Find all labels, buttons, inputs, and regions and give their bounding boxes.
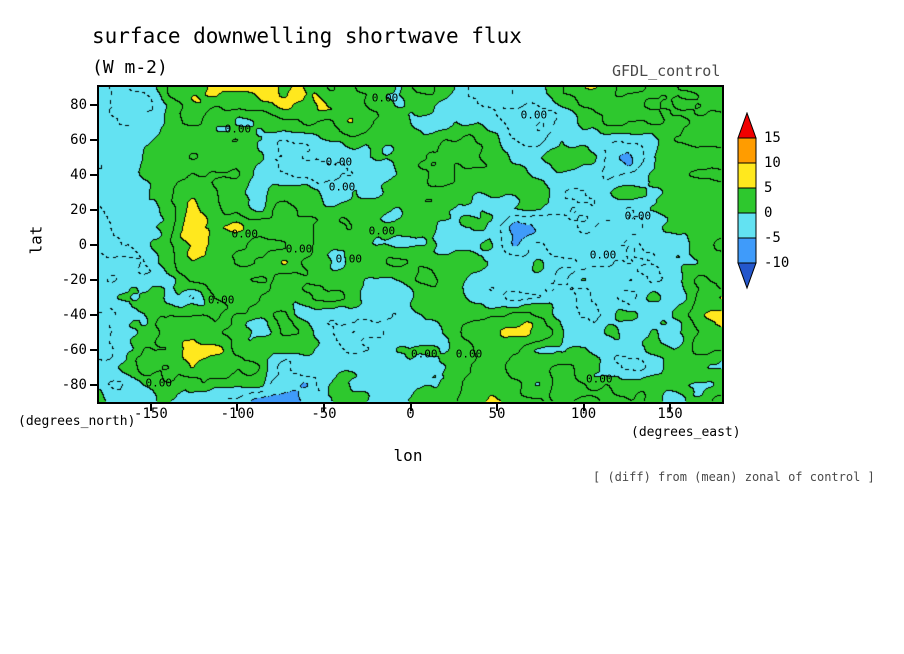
y-tick-label: -40 (61, 306, 87, 323)
units-label: (W m-2) (92, 57, 168, 78)
y-tick-label: 0 (78, 236, 87, 253)
colorbar: -10 -5 0 5 10 15 (737, 111, 807, 292)
colorbar-level-label: 0 (764, 205, 773, 221)
footnote: [ (diff) from (mean) zonal of control ] (593, 470, 875, 484)
x-tick-label: 50 (488, 406, 506, 422)
colorbar-band (737, 162, 757, 189)
x-axis-unit-note: (degrees_east) (631, 425, 741, 440)
y-tick-label: -80 (61, 376, 87, 393)
contour-zero-label: 0.00 (328, 180, 356, 194)
x-tick (322, 404, 325, 411)
contour-zero-label: 0.00 (520, 108, 548, 122)
x-tick (409, 404, 412, 411)
contour-zero-label: 0.00 (145, 376, 173, 390)
colorbar-level-label: -5 (764, 230, 781, 246)
y-tick-label: -60 (61, 341, 87, 358)
y-axis-unit-note: (degrees_north) (18, 414, 136, 429)
colorbar-band (737, 212, 757, 239)
contour-field-canvas (99, 87, 722, 402)
x-tick (236, 404, 239, 411)
plot-area: 0.00 0.00 0.00 0.00 0.00 0.00 0.00 0.00 0.00 0.00… (97, 85, 724, 404)
contour-zero-label: 0.00 (231, 227, 259, 241)
x-tick-label: -150 (134, 406, 168, 422)
y-tick (90, 138, 97, 141)
dataset-label: GFDL_control (612, 62, 721, 80)
colorbar-band (737, 137, 757, 164)
colorbar-band (737, 237, 757, 264)
colorbar-scale (737, 111, 757, 290)
contour-zero-label: 0.00 (207, 293, 235, 307)
x-tick-label: 0 (406, 406, 415, 422)
x-tick (149, 404, 152, 411)
y-tick (90, 383, 97, 386)
contour-zero-label: 0.00 (586, 372, 613, 386)
x-tick (582, 404, 585, 411)
contour-zero-label: 0.00 (285, 242, 313, 256)
contour-zero-label: 0.00 (325, 155, 353, 169)
x-tick (669, 404, 672, 411)
y-tick (90, 103, 97, 106)
contour-zero-label: 0.00 (455, 347, 483, 361)
x-tick (496, 404, 499, 411)
colorbar-level-label: -10 (764, 255, 790, 271)
y-tick (90, 313, 97, 316)
y-tick (90, 278, 97, 281)
y-tick (90, 208, 97, 211)
contour-zero-label: 0.00 (335, 252, 363, 266)
x-tick-label: -100 (220, 406, 255, 422)
colorbar-level-label: 5 (764, 180, 773, 196)
y-tick (90, 173, 97, 176)
plot-title: surface downwelling shortwave flux (92, 24, 522, 48)
colorbar-level-label: 15 (764, 130, 781, 146)
y-tick (90, 243, 97, 246)
contour-zero-label: 0.00 (624, 209, 652, 223)
contour-zero-label: 0.00 (589, 248, 617, 262)
y-tick-label: 60 (70, 131, 87, 148)
x-tick-label: 150 (657, 406, 683, 422)
contour-zero-label: 0.00 (224, 122, 252, 136)
y-axis-label: lat (26, 225, 46, 255)
colorbar-level-label: 10 (764, 155, 781, 171)
x-axis-label: lon (393, 446, 423, 465)
y-tick (90, 348, 97, 351)
x-tick-label: 100 (570, 406, 597, 422)
y-tick-label: 80 (70, 96, 87, 113)
y-tick-label: 40 (70, 166, 87, 183)
y-tick-label: 20 (70, 201, 87, 218)
colorbar-band (737, 187, 757, 214)
y-tick-label: -20 (61, 271, 87, 288)
contour-zero-label: 0.00 (371, 91, 399, 105)
contour-zero-label: 0.00 (410, 347, 438, 361)
x-tick-label: -50 (311, 406, 337, 422)
contour-zero-label: 0.00 (368, 224, 396, 238)
colorbar-arrow-above-max (737, 111, 757, 139)
colorbar-arrow-below-min (737, 262, 757, 290)
